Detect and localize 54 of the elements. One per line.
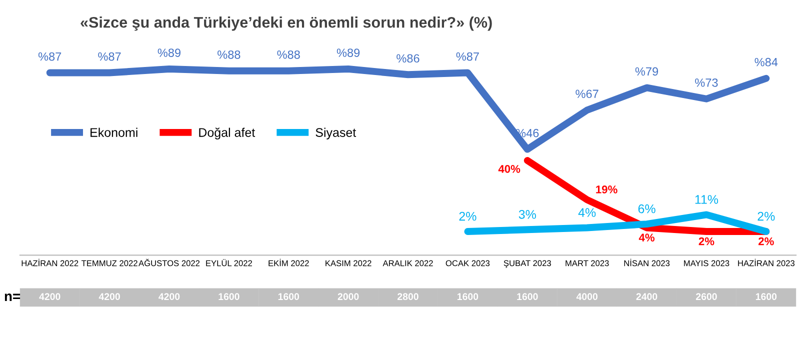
data-label: 2% bbox=[698, 237, 714, 246]
x-tick-label: KASIM 2022 bbox=[326, 260, 372, 266]
data-label: 4% bbox=[638, 234, 655, 242]
legend-label: Siyaset bbox=[316, 128, 356, 140]
text: 2600 bbox=[696, 293, 717, 300]
data-label: 19% bbox=[596, 186, 618, 194]
x-tick-label: HAZİRAN 2023 bbox=[738, 258, 795, 266]
x-tick-label: ARALIK 2022 bbox=[382, 260, 433, 266]
text: 2000 bbox=[338, 293, 359, 300]
data-label: %79 bbox=[635, 67, 658, 76]
data-label: %89 bbox=[336, 48, 360, 57]
data-label: %89 bbox=[158, 48, 180, 57]
text: 4000 bbox=[576, 293, 598, 300]
text: 4200 bbox=[39, 293, 60, 300]
x-tick-label: TEMMUZ 2022 bbox=[81, 260, 138, 266]
data-label: %88 bbox=[218, 50, 240, 59]
data-label: 40% bbox=[498, 164, 520, 173]
x-tick-label: HAZİRAN 2022 bbox=[22, 258, 78, 266]
data-label: 2% bbox=[758, 212, 775, 221]
x-tick-label: MAYIS 2023 bbox=[684, 260, 730, 266]
x-tick-label: OCAK 2023 bbox=[446, 260, 490, 266]
legend-label: Ekonomi bbox=[90, 128, 138, 137]
data-label: %73 bbox=[695, 78, 718, 87]
chart-title: «Sizce şu anda Türkiye’deki en önemli sorun nedir?» (%) bbox=[80, 16, 492, 31]
x-tick-label: NİSAN 2023 bbox=[624, 258, 670, 266]
data-label: %87 bbox=[98, 52, 121, 61]
text: 1600 bbox=[457, 293, 478, 300]
text: 1600 bbox=[517, 293, 538, 300]
text: 2800 bbox=[398, 293, 418, 300]
data-label: 11% bbox=[695, 195, 718, 204]
data-label: %88 bbox=[277, 50, 300, 59]
x-tick-label: MART 2023 bbox=[566, 260, 609, 266]
data-label: %67 bbox=[576, 90, 598, 98]
data-label: %84 bbox=[754, 58, 778, 66]
x-tick-label: EKİM 2022 bbox=[268, 258, 309, 266]
data-label: 3% bbox=[518, 210, 536, 219]
text: 1600 bbox=[218, 293, 240, 300]
data-label: %86 bbox=[396, 54, 420, 63]
x-tick-label: AĞUSTOS 2022 bbox=[138, 258, 200, 266]
text: 2400 bbox=[636, 293, 658, 300]
text: n= bbox=[4, 294, 20, 302]
text: 1600 bbox=[278, 293, 300, 300]
data-label: %87 bbox=[456, 52, 479, 61]
data-label: 4% bbox=[578, 208, 596, 217]
data-label: 2% bbox=[758, 237, 774, 246]
x-tick-label: EYLÜL 2022 bbox=[206, 259, 252, 266]
data-label: 2% bbox=[459, 212, 476, 221]
text: 4200 bbox=[158, 293, 180, 300]
data-label: %87 bbox=[38, 52, 62, 61]
legend-label: Doğal afet bbox=[199, 128, 256, 140]
data-label: 6% bbox=[638, 204, 656, 214]
text: 4200 bbox=[98, 293, 120, 300]
text: 1600 bbox=[756, 293, 777, 300]
x-tick-label: ŞUBAT 2023 bbox=[504, 260, 551, 268]
